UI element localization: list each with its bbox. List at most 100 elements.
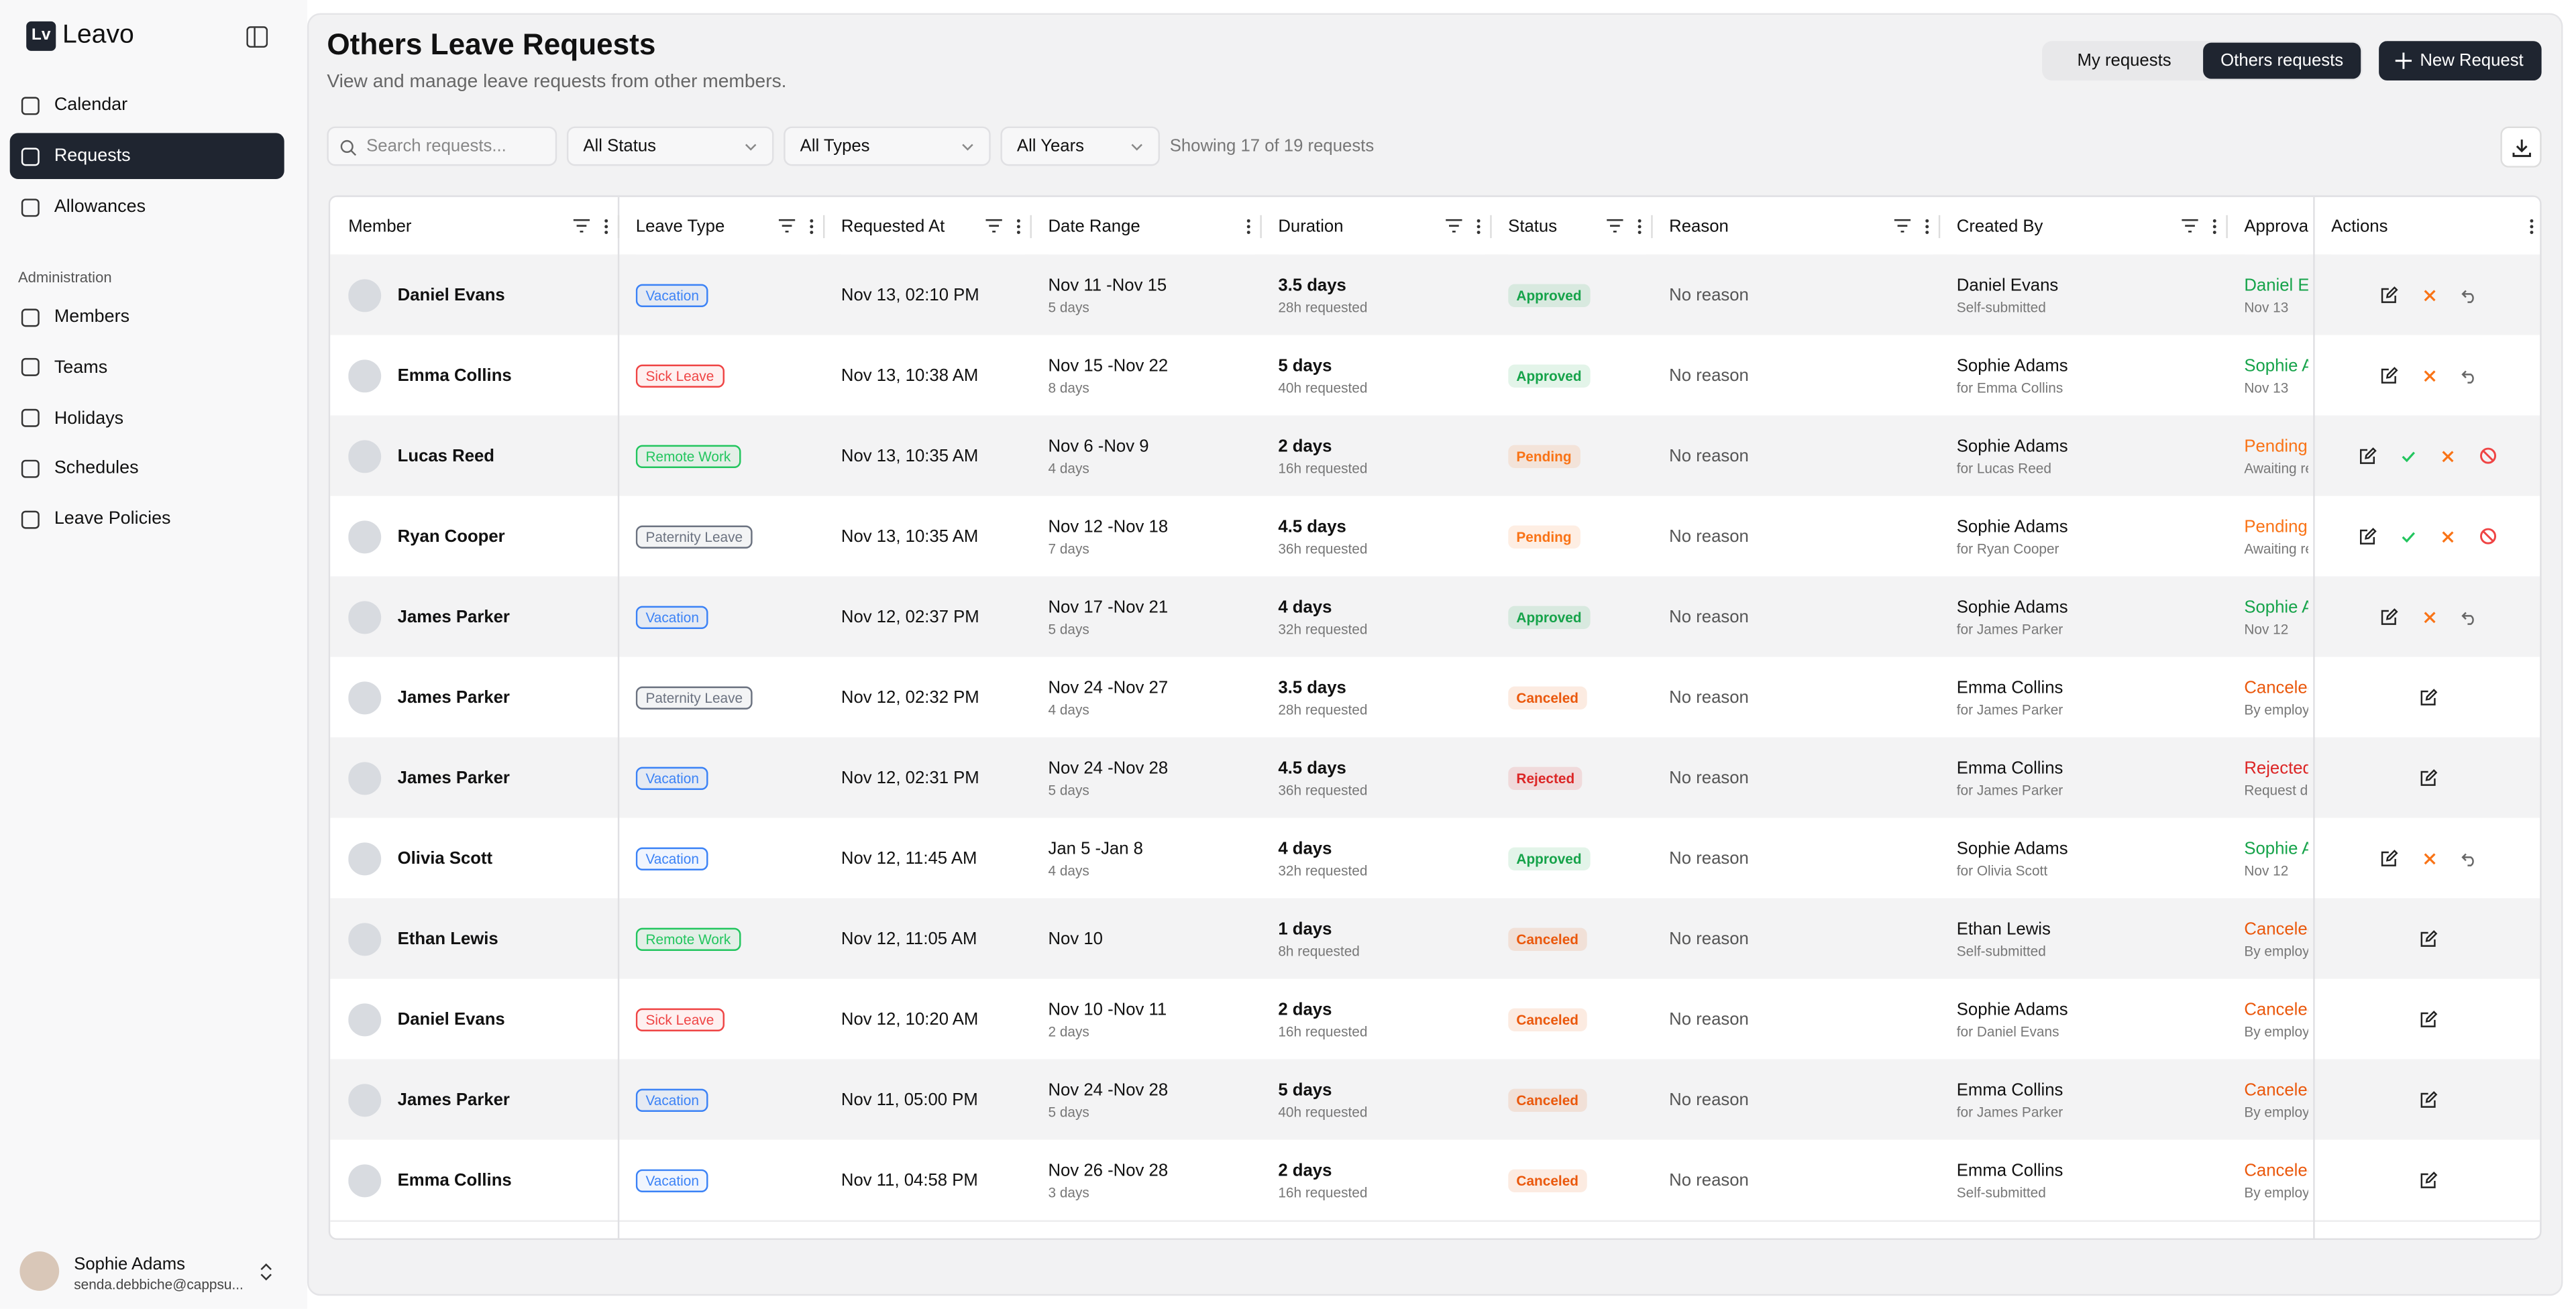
leave-type-chip: Sick Leave (635, 363, 724, 387)
action-edit[interactable] (2419, 769, 2437, 787)
action-edit[interactable] (2359, 527, 2377, 545)
filter-icon[interactable] (985, 219, 1002, 233)
filter-icon[interactable] (1446, 219, 1462, 233)
created-cell: Emma Collins for James Parker (1957, 738, 2221, 818)
nav-item[interactable]: Members (10, 294, 284, 340)
nav-item[interactable]: Calendar (10, 82, 284, 128)
created-cell-sub: for Daniel Evans (1956, 1022, 2059, 1039)
range-cell-sub: 3 days (1048, 1183, 1089, 1200)
nav-item[interactable]: Requests (9, 133, 284, 179)
action-edit[interactable] (2419, 1171, 2437, 1189)
action-reject[interactable] (2421, 286, 2437, 302)
action-revert[interactable] (2460, 286, 2476, 302)
action-reject[interactable] (2421, 367, 2437, 383)
action-reject[interactable] (2421, 850, 2437, 866)
avatar (348, 359, 382, 392)
new-request-button[interactable]: New Request (2379, 41, 2542, 81)
filter-icon[interactable] (778, 219, 796, 233)
nav-item[interactable]: Teams (10, 345, 284, 391)
created-cell-main: Sophie Adams (1956, 355, 2068, 376)
search-input[interactable]: Search requests... (327, 126, 557, 166)
tab[interactable]: My requests (2077, 50, 2171, 71)
member-cell: Daniel Evans (348, 255, 612, 335)
type-filter[interactable]: All Types (784, 126, 991, 166)
avatar (348, 1163, 382, 1197)
actions-cell (2313, 1060, 2540, 1140)
column-menu[interactable] (808, 217, 815, 233)
action-revert[interactable] (2460, 850, 2476, 866)
column-menu[interactable] (1636, 217, 1643, 233)
action-reject[interactable] (2421, 608, 2437, 624)
status-badge: Canceled (1508, 1007, 1587, 1031)
action-reject[interactable] (2440, 528, 2456, 544)
action-edit[interactable] (2419, 929, 2437, 948)
action-edit[interactable] (2419, 1010, 2437, 1028)
action-approve[interactable] (2400, 528, 2416, 544)
nav-item[interactable]: Allowances (10, 184, 284, 230)
column-menu[interactable] (1015, 217, 1022, 233)
avatar (348, 600, 382, 634)
duration-cell: 1 days 8h requested (1278, 899, 1485, 979)
reason-cell: No reason (1669, 1060, 1933, 1140)
section-label: Administration (17, 269, 112, 286)
approval-cell-main: Daniel Evans (2244, 275, 2308, 295)
status-filter[interactable]: All Status (566, 126, 774, 166)
reason-cell: No reason (1669, 496, 1933, 577)
column-menu[interactable] (1245, 217, 1252, 233)
reason-cell-main: No reason (1669, 1170, 1749, 1190)
approval-cell-sub: By employee (2244, 1022, 2308, 1039)
column-header: Created By (1956, 196, 2222, 255)
column-menu[interactable] (2528, 217, 2535, 233)
reason-cell-main: No reason (1669, 928, 1749, 949)
status-cell: Canceled (1508, 1140, 1646, 1220)
nav-item[interactable]: Leave Policies (10, 496, 284, 543)
approval-cell: Pending Awaiting review (2244, 416, 2308, 496)
range-cell: Nov 24 -Nov 28 5 days (1048, 738, 1255, 818)
duration-cell-sub: 8h requested (1278, 942, 1360, 958)
created-cell: Emma Collins for James Parker (1957, 657, 2221, 738)
action-edit[interactable] (2419, 688, 2437, 706)
approval-cell-main: Sophie Adams (2244, 355, 2308, 376)
action-edit[interactable] (2419, 1090, 2437, 1108)
member-cell: Daniel Evans (348, 979, 612, 1060)
member-cell: James Parker (348, 738, 612, 818)
user-menu-icon[interactable] (260, 1263, 273, 1281)
download-button[interactable] (2500, 126, 2542, 168)
action-edit[interactable] (2379, 286, 2398, 304)
action-revert[interactable] (2460, 367, 2476, 383)
nav-item[interactable]: Schedules (10, 446, 284, 492)
action-edit[interactable] (2379, 366, 2398, 384)
column-menu[interactable] (2211, 217, 2218, 233)
action-edit[interactable] (2359, 447, 2377, 465)
action-reject[interactable] (2440, 447, 2456, 463)
approval-cell-sub: Nov 12 (2244, 620, 2289, 636)
page-title: Others Leave Requests (327, 27, 656, 61)
year-filter[interactable]: All Years (1000, 126, 1160, 166)
filter-icon[interactable] (2182, 219, 2198, 233)
sidebar: Lv Leavo Administration Sophie Adams sen… (0, 0, 307, 1309)
action-revert[interactable] (2460, 608, 2476, 624)
action-edit[interactable] (2379, 608, 2398, 626)
range-cell-main: Nov 6 -Nov 9 (1048, 436, 1149, 456)
filter-icon[interactable] (573, 219, 590, 233)
filter-icon[interactable] (1894, 219, 1911, 233)
range-cell-main: Nov 26 -Nov 28 (1048, 1160, 1169, 1180)
tab-active[interactable]: Others requests (2203, 42, 2361, 79)
user-avatar (19, 1251, 60, 1291)
filter-icon[interactable] (1607, 219, 1623, 233)
status-cell: Rejected (1508, 738, 1646, 818)
column-menu[interactable] (1924, 217, 1931, 233)
action-block[interactable] (2479, 447, 2498, 465)
member-name: James Parker (397, 606, 510, 627)
action-edit[interactable] (2379, 849, 2398, 867)
duration-cell-main: 4 days (1278, 838, 1332, 858)
nav-item[interactable]: Holidays (10, 395, 284, 441)
collapse-icon[interactable] (246, 26, 268, 48)
avatar (348, 1003, 382, 1036)
column-menu[interactable] (603, 217, 610, 233)
action-approve[interactable] (2400, 447, 2416, 463)
approval-cell-sub: Awaiting review (2244, 459, 2308, 475)
duration-cell: 4.5 days 36h requested (1278, 738, 1485, 818)
action-block[interactable] (2479, 527, 2498, 545)
column-menu[interactable] (1475, 217, 1482, 233)
